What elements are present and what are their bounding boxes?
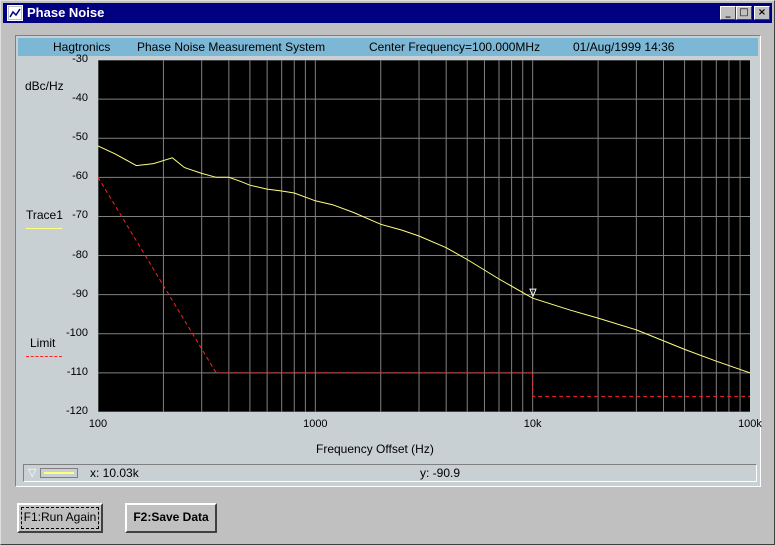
y-tick-label: -30 [72,53,88,65]
minimize-button[interactable]: _ [720,6,736,20]
x-tick-label: 1000 [303,418,328,430]
legend-limit-label: Limit [30,336,56,350]
x-tick-label: 100 [88,418,108,430]
phase-noise-chart[interactable] [97,59,751,413]
y-readout: y: -90.9 [420,466,461,480]
series-line-trace1 [97,145,751,374]
minimize-icon: _ [725,7,731,18]
app-icon[interactable] [7,5,23,21]
legend-trace-swatch [26,228,62,229]
trace-swatch [40,468,78,478]
maximize-icon: □ [739,7,749,18]
plot-area[interactable] [97,59,751,413]
y-tick-label: -50 [72,131,88,144]
maximize-button[interactable]: □ [736,6,752,20]
y-tick-label: -120 [65,405,88,417]
header-company: Hagtronics [53,40,111,54]
legend-limit-swatch [26,356,62,357]
run-again-button[interactable]: F1:Run Again [17,503,103,533]
x-axis-label: Frequency Offset (Hz) [316,442,434,456]
header-system: Phase Noise Measurement System [137,40,326,54]
series-line-limit [97,177,750,397]
client-area: Hagtronics Phase Noise Measurement Syste… [3,25,772,542]
save-data-button[interactable]: F2:Save Data [125,503,217,533]
y-axis-unit: dBc/Hz [25,79,64,93]
header-datetime: 01/Aug/1999 14:36 [573,40,675,54]
info-header: Hagtronics Phase Noise Measurement Syste… [18,38,758,56]
y-tick-label: -70 [72,209,88,222]
window-title: Phase Noise [27,5,105,20]
title-bar[interactable]: Phase Noise _ □ × [3,3,772,23]
plot-background [98,60,750,412]
marker-triangle-icon: ▽ [28,467,37,479]
y-tick-label: -60 [72,170,88,183]
y-tick-label: -100 [65,326,88,339]
x-readout: x: 10.03k [90,466,139,480]
close-button[interactable]: × [754,6,770,20]
x-tick-label: 10k [523,418,542,430]
y-tick-label: -80 [72,248,88,261]
y-tick-label: -90 [72,287,88,300]
cursor-readout-bar: ▽ x: 10.03k y: -90.9 [23,464,757,482]
y-tick-label: -40 [72,92,88,105]
legend-trace-label: Trace1 [26,208,63,222]
x-tick-label: 100k [738,418,762,430]
close-icon: × [757,7,767,18]
plot-panel: Hagtronics Phase Noise Measurement Syste… [15,35,762,487]
header-center-frequency: Center Frequency=100.000MHz [369,40,541,54]
cursor-marker [529,288,537,298]
y-tick-label: -110 [66,365,88,378]
